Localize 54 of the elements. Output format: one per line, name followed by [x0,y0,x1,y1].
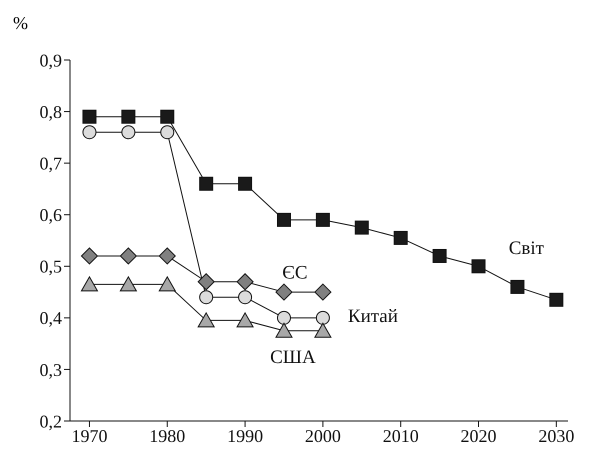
point [121,125,136,140]
point [275,322,292,338]
y-tick-label: 0,9 [40,50,62,70]
point [80,276,98,292]
point [236,273,254,290]
point [198,312,215,328]
y-tick-label: 0,4 [40,308,62,328]
point [238,176,252,191]
point [314,284,332,301]
point [160,110,174,124]
point [121,110,136,124]
point [275,284,292,301]
x-tick-label: 1980 [149,426,186,446]
point [236,312,254,328]
point [394,230,408,245]
y-tick-label: 0,2 [40,411,62,432]
x-tick-label: 1970 [71,426,108,446]
series-label: США [270,347,316,368]
point [158,276,176,292]
x-tick-label: 2000 [304,426,341,446]
point [82,110,96,124]
series-label: Світ [508,238,545,260]
point [120,276,137,292]
x-tick-label: 1990 [227,426,264,446]
point [316,212,330,227]
point [316,310,330,325]
y-axis-title: % [13,13,28,34]
x-tick-label: 2010 [382,426,419,446]
point [80,247,98,264]
y-tick-label: 0,3 [40,360,62,380]
point [82,125,96,140]
point [238,290,252,304]
x-tick-label: 2020 [460,426,497,446]
x-tick-label: 2030 [538,426,574,446]
y-tick-label: 0,6 [40,205,62,226]
y-tick-label: 0,7 [40,154,62,174]
point [549,292,564,307]
point [276,212,291,227]
point [314,322,332,338]
point [432,248,447,263]
point [510,280,524,294]
point [199,290,214,304]
point [354,220,369,235]
point [198,273,215,290]
point [199,176,214,191]
y-tick-label: 0,8 [40,102,62,122]
point [276,310,291,325]
series-label: Китай [348,306,398,328]
point [160,125,174,140]
series-label: ЄС [282,262,308,284]
point [472,259,486,274]
point [158,247,176,264]
y-tick-label: 0,5 [40,256,62,277]
point [120,247,137,264]
